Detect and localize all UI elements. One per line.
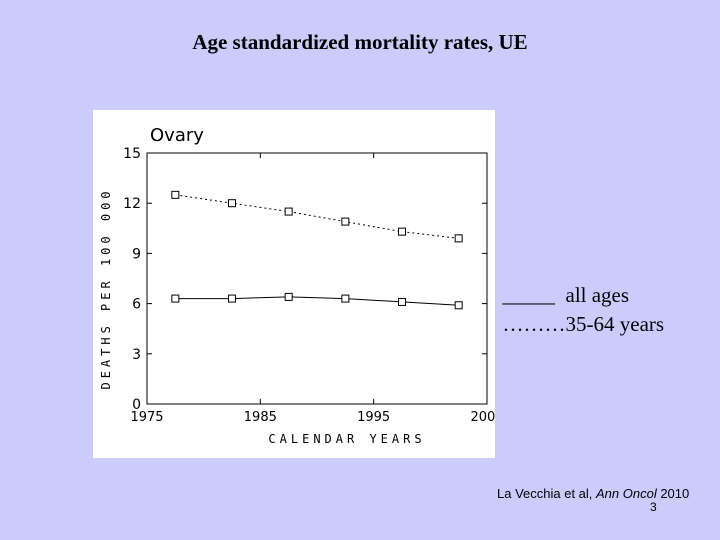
legend-35-64-label: 35-64 years	[565, 312, 665, 336]
chart-axes	[146, 152, 488, 405]
series-line-35-64-years	[175, 194, 459, 239]
legend-all-ages-label: all ages	[565, 283, 630, 307]
plot-frame	[146, 152, 488, 405]
x-tick-label: 1995	[357, 410, 390, 425]
x-tick-label: 2005	[470, 410, 495, 425]
citation-journal: Ann Oncol	[596, 486, 657, 501]
data-point-marker	[454, 234, 463, 243]
page-number: 3	[650, 500, 657, 514]
series-line-all-ages	[175, 296, 459, 306]
chart-series	[171, 190, 463, 310]
data-point-marker	[454, 301, 463, 310]
data-point-marker	[398, 297, 406, 306]
data-point-marker	[341, 294, 350, 303]
data-point-marker	[341, 217, 350, 226]
data-point-marker	[228, 294, 236, 303]
chart-labels: 0 3 6 9 12 15 1975 1985 1995 2005 Ovary CALENDAR YE…	[99, 125, 495, 446]
data-point-marker	[284, 207, 293, 216]
ovary-mortality-chart: 0 3 6 9 12 15 1975 1985 1995 2005 Ovary CALENDAR YE…	[99, 125, 495, 446]
data-point-marker	[398, 227, 406, 236]
y-tick-label: 9	[132, 246, 141, 262]
y-tick-label: 0	[132, 397, 141, 413]
citation-authors: La Vecchia et al,	[497, 486, 597, 501]
y-axis-label: DEATHS PER 100 000	[99, 187, 113, 389]
slide-title: Age standardized mortality rates, UE	[192, 30, 528, 54]
legend-dotted-marker: ………	[502, 312, 566, 336]
x-tick-label: 1975	[130, 410, 163, 425]
x-axis-label: CALENDAR YEARS	[268, 432, 425, 446]
citation-year: 2010	[656, 486, 690, 501]
chart-title: Ovary	[150, 125, 204, 146]
legend-solid-marker: _____	[502, 283, 556, 307]
legend-35-64: ………35-64 years	[492, 287, 665, 337]
data-point-marker	[171, 294, 180, 303]
y-tick-label: 6	[132, 297, 141, 313]
data-point-marker	[284, 292, 293, 301]
data-point-marker	[228, 199, 236, 208]
y-tick-label: 3	[132, 347, 141, 363]
y-tick-label: 12	[123, 196, 141, 212]
citation: La Vecchia et al, Ann Oncol 2010	[497, 486, 689, 501]
y-tick-label: 15	[123, 146, 141, 162]
chart-panel: 0 3 6 9 12 15 1975 1985 1995 2005 Ovary CALENDAR YE…	[93, 110, 495, 458]
legend-all-ages: _____ all ages	[492, 258, 630, 308]
x-tick-label: 1985	[244, 410, 277, 425]
data-point-marker	[171, 190, 180, 199]
